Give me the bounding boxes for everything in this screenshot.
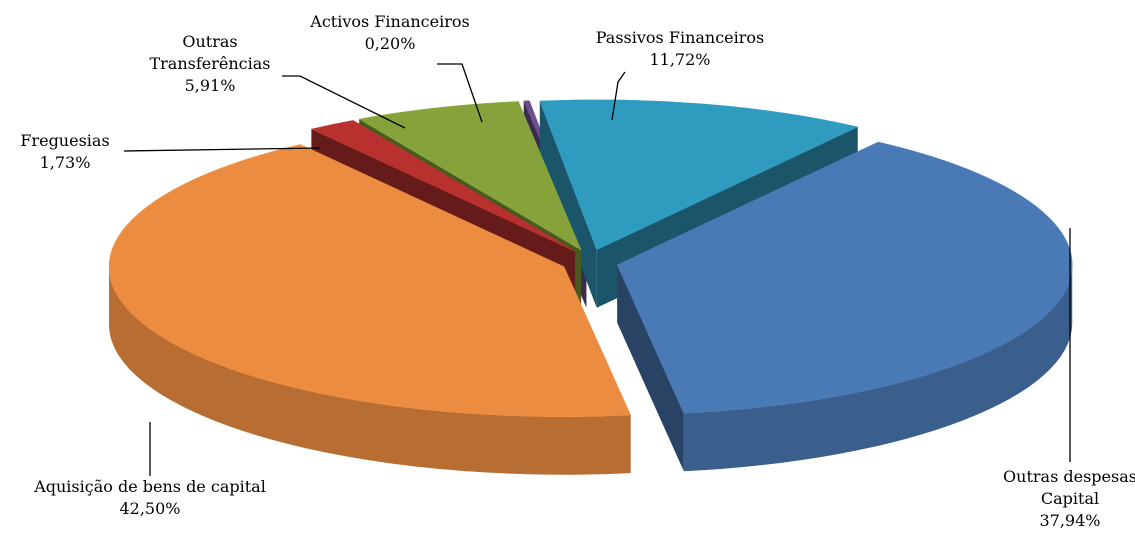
- category-label: Outras despesas Capital: [1003, 467, 1135, 508]
- slice: [310, 120, 576, 252]
- category-label: Passivos Financeiros: [595, 28, 765, 47]
- value-label: 11,72%: [649, 50, 711, 69]
- slice-wall: [683, 264, 1073, 472]
- value-label: 37,94%: [1039, 511, 1101, 530]
- slice-side: [617, 264, 684, 472]
- leader-lines: [123, 63, 1071, 476]
- data-label: Freguesias 1,73%: [0, 130, 130, 174]
- value-label: 5,91%: [184, 76, 236, 95]
- leader-line: [611, 71, 626, 121]
- value-label: 42,50%: [119, 499, 181, 518]
- slice: [358, 101, 582, 251]
- value-label: 1,73%: [39, 153, 91, 172]
- slice-side: [539, 100, 597, 308]
- value-label: 0,20%: [364, 34, 416, 53]
- category-label: Outras Transferências: [149, 32, 271, 73]
- category-label: Freguesias: [20, 131, 110, 150]
- leader-line: [282, 75, 406, 129]
- slice: [539, 99, 859, 251]
- data-label: Outras despesas Capital 37,94%: [985, 466, 1135, 532]
- data-label: Passivos Financeiros 11,72%: [560, 27, 800, 71]
- data-label: Outras Transferências 5,91%: [135, 31, 285, 97]
- leader-line: [437, 63, 483, 123]
- slice: [616, 141, 1073, 414]
- slice: [108, 144, 631, 417]
- leader-line: [123, 147, 321, 152]
- category-label: Aquisição de bens de capital: [34, 477, 266, 496]
- data-label: Aquisição de bens de capital 42,50%: [20, 476, 280, 520]
- category-label: Activos Financeiros: [310, 12, 470, 31]
- data-label: Activos Financeiros 0,20%: [280, 11, 500, 55]
- slice-wall: [109, 266, 631, 475]
